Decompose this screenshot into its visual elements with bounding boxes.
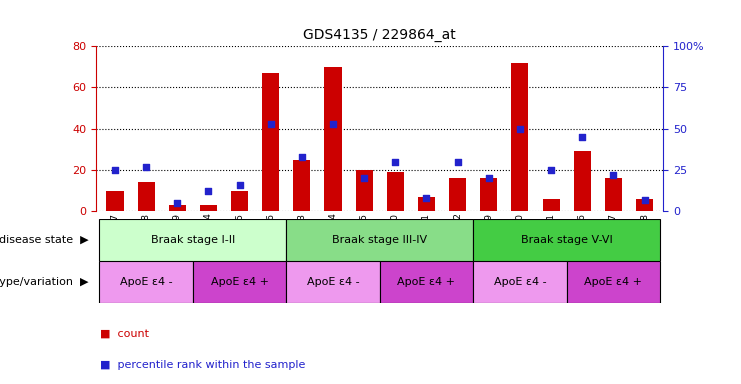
Bar	[262, 73, 279, 211]
Point	[514, 126, 526, 132]
Bar	[169, 205, 186, 211]
Point	[171, 200, 183, 206]
Point	[265, 121, 276, 127]
Bar	[286, 219, 473, 261]
Text: disease state  ▶: disease state ▶	[0, 235, 89, 245]
Bar	[567, 261, 660, 303]
Text: Braak stage I-II: Braak stage I-II	[150, 235, 235, 245]
Point	[639, 197, 651, 203]
Bar	[449, 178, 466, 211]
Bar	[473, 261, 567, 303]
Point	[327, 121, 339, 127]
Point	[421, 195, 433, 201]
Bar	[574, 151, 591, 211]
Point	[452, 159, 464, 165]
Text: Braak stage V-VI: Braak stage V-VI	[521, 235, 613, 245]
Text: ApoE ε4 -: ApoE ε4 -	[494, 277, 546, 287]
Point	[202, 188, 214, 194]
Point	[576, 134, 588, 140]
Bar	[636, 199, 653, 211]
Text: ApoE ε4 -: ApoE ε4 -	[307, 277, 359, 287]
Point	[545, 167, 557, 173]
Bar	[379, 261, 473, 303]
Text: ApoE ε4 +: ApoE ε4 +	[585, 277, 642, 287]
Bar	[99, 261, 193, 303]
Text: ApoE ε4 -: ApoE ε4 -	[120, 277, 173, 287]
Text: ApoE ε4 +: ApoE ε4 +	[397, 277, 456, 287]
Point	[483, 175, 495, 181]
Bar	[99, 219, 286, 261]
Bar	[107, 190, 124, 211]
Bar	[418, 197, 435, 211]
Point	[296, 154, 308, 160]
Point	[109, 167, 121, 173]
Title: GDS4135 / 229864_at: GDS4135 / 229864_at	[303, 28, 456, 42]
Bar	[387, 172, 404, 211]
Text: ■  percentile rank within the sample: ■ percentile rank within the sample	[100, 360, 305, 370]
Bar	[473, 219, 660, 261]
Bar	[511, 63, 528, 211]
Point	[358, 175, 370, 181]
Bar	[356, 170, 373, 211]
Bar	[325, 67, 342, 211]
Point	[140, 164, 152, 170]
Bar	[286, 261, 379, 303]
Bar	[480, 178, 497, 211]
Text: genotype/variation  ▶: genotype/variation ▶	[0, 277, 89, 287]
Point	[233, 182, 245, 188]
Bar	[542, 199, 559, 211]
Bar	[605, 178, 622, 211]
Text: ApoE ε4 +: ApoE ε4 +	[210, 277, 268, 287]
Point	[390, 159, 402, 165]
Point	[608, 172, 619, 178]
Bar	[200, 205, 217, 211]
Bar	[293, 160, 310, 211]
Text: Braak stage III-IV: Braak stage III-IV	[332, 235, 428, 245]
Bar	[231, 190, 248, 211]
Text: ■  count: ■ count	[100, 329, 149, 339]
Bar	[138, 182, 155, 211]
Bar	[193, 261, 286, 303]
